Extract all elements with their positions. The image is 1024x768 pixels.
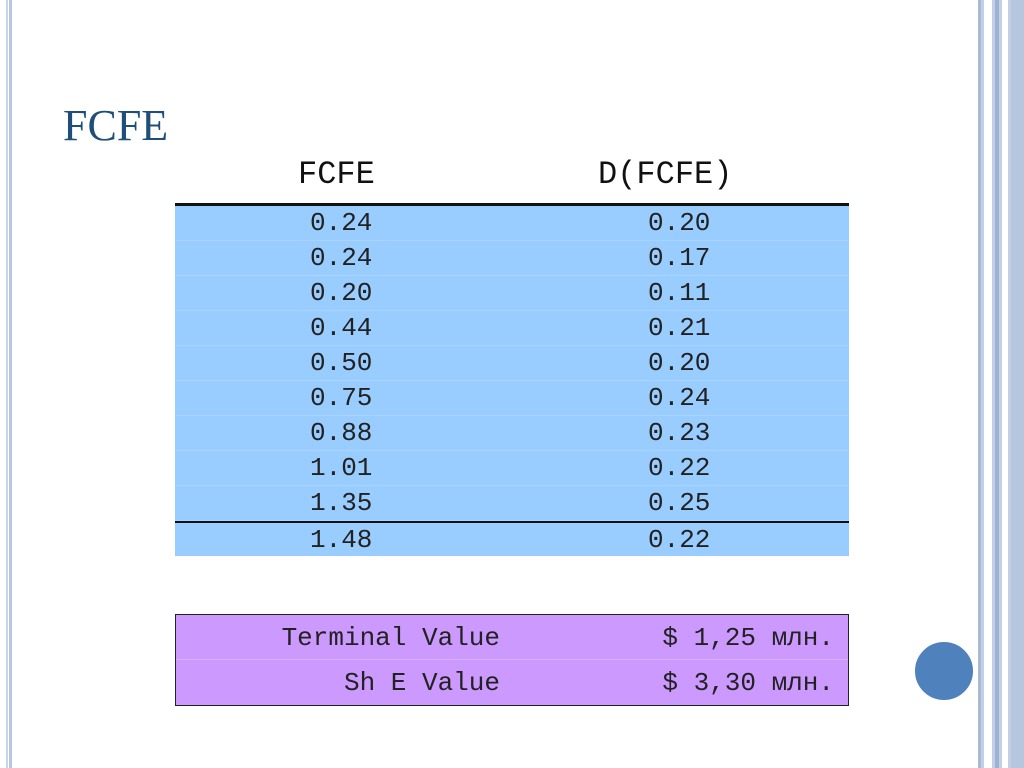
- cell-fcfe: 0.24: [310, 208, 373, 238]
- cell-d-fcfe: 0.22: [648, 525, 711, 555]
- fcfe-table: 0.24 0.20 0.24 0.17 0.20 0.11 0.44 0.21 …: [175, 206, 849, 556]
- slide-title: FCFE: [63, 101, 169, 150]
- column-header-d-fcfe: D(FCFE): [598, 156, 733, 193]
- cell-fcfe: 1.01: [310, 453, 373, 483]
- decorative-circle: [913, 640, 975, 702]
- table-row-terminal: 1.48 0.22: [175, 521, 849, 556]
- summary-value: $ 1,25 млн.: [662, 623, 834, 653]
- cell-d-fcfe: 0.17: [648, 243, 711, 273]
- table-row: 0.44 0.21: [175, 311, 849, 346]
- cell-fcfe: 0.75: [310, 383, 373, 413]
- table-row: 0.24 0.20: [175, 206, 849, 241]
- cell-d-fcfe: 0.20: [648, 208, 711, 238]
- table-row: 0.24 0.17: [175, 241, 849, 276]
- slide-frame-right: [978, 0, 1024, 768]
- header-divider: [175, 203, 849, 206]
- summary-label: Sh E Value: [343, 668, 500, 698]
- column-header-fcfe: FCFE: [298, 156, 375, 193]
- cell-fcfe: 0.24: [310, 243, 373, 273]
- table-row: 1.35 0.25: [175, 486, 849, 521]
- cell-d-fcfe: 0.24: [648, 383, 711, 413]
- table-row: 0.75 0.24: [175, 381, 849, 416]
- table-row: 0.20 0.11: [175, 276, 849, 311]
- cell-d-fcfe: 0.22: [648, 453, 711, 483]
- cell-d-fcfe: 0.11: [648, 278, 711, 308]
- cell-d-fcfe: 0.20: [648, 348, 711, 378]
- table-row: 1.01 0.22: [175, 451, 849, 486]
- summary-label: Terminal Value: [281, 623, 500, 653]
- cell-fcfe: 0.20: [310, 278, 373, 308]
- cell-fcfe: 0.44: [310, 313, 373, 343]
- cell-d-fcfe: 0.25: [648, 488, 711, 518]
- table-row: 0.50 0.20: [175, 346, 849, 381]
- summary-value: $ 3,30 млн.: [662, 668, 834, 698]
- cell-d-fcfe: 0.23: [648, 418, 711, 448]
- table-row: 0.88 0.23: [175, 416, 849, 451]
- cell-fcfe: 1.48: [310, 525, 373, 555]
- cell-fcfe: 0.88: [310, 418, 373, 448]
- cell-fcfe: 0.50: [310, 348, 373, 378]
- valuation-summary-table: Terminal Value $ 1,25 млн. Sh E Value $ …: [175, 614, 849, 706]
- cell-fcfe: 1.35: [310, 488, 373, 518]
- summary-row-sh-e-value: Sh E Value $ 3,30 млн.: [176, 660, 848, 705]
- summary-row-terminal-value: Terminal Value $ 1,25 млн.: [176, 615, 848, 660]
- cell-d-fcfe: 0.21: [648, 313, 711, 343]
- slide-frame-left-stripe: [6, 0, 8, 768]
